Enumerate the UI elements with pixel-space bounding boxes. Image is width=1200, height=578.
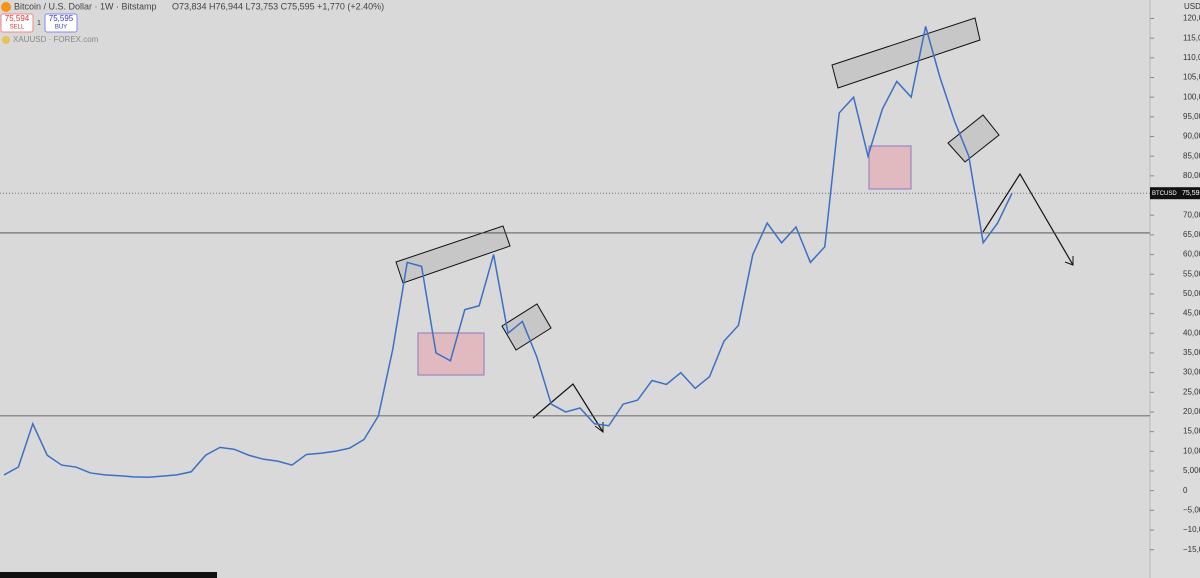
y-tick-label: 100,000: [1183, 92, 1200, 101]
spread: 1: [37, 20, 41, 27]
buy-button[interactable]: [44, 13, 78, 33]
buy-price: 75,595: [49, 14, 74, 23]
price-line: [3, 26, 1013, 479]
y-tick-label: 20,000: [1183, 407, 1200, 416]
y-tick-label: 90,000: [1183, 132, 1200, 141]
currency: USD: [1184, 2, 1200, 11]
y-tick-label: 120,000: [1183, 14, 1200, 23]
ohlc-values: O73,834 H76,944 L73,753 C75,595 +1,770 (…: [172, 1, 384, 11]
flag-box: [947, 114, 1000, 163]
price-tag: [1180, 187, 1200, 200]
projection-arrow: [982, 172, 1074, 266]
symbol-title[interactable]: Bitcoin / U.S. Dollar · 1W · Bitstamp: [14, 1, 157, 11]
y-tick-label: −15,000: [1183, 545, 1200, 554]
y-tick-label: 115,000: [1183, 33, 1200, 42]
sell-label: SELL: [10, 25, 25, 31]
y-tick-label: 5,000: [1183, 466, 1200, 475]
buy-label: BUY: [55, 25, 67, 31]
y-tick-label: −10,000: [1183, 525, 1200, 534]
y-tick-label: 70,000: [1183, 210, 1200, 219]
arrow-head: [1064, 256, 1074, 266]
y-tick-label: 30,000: [1183, 368, 1200, 377]
overlay-symbol[interactable]: XAUUSD · FOREX.com: [13, 35, 99, 44]
symbol-tag: [1150, 187, 1180, 200]
channel-box: [831, 17, 981, 89]
y-tick-label: 60,000: [1183, 250, 1200, 259]
y-tick-label: 45,000: [1183, 309, 1200, 318]
price-tag-label: 75,595: [1182, 190, 1200, 197]
projection-arrow: [532, 383, 604, 433]
y-tick-label: 0: [1183, 486, 1188, 495]
scrollbar[interactable]: [0, 572, 217, 578]
gold-icon: [2, 36, 10, 44]
y-tick-label: 40,000: [1183, 328, 1200, 337]
y-tick-label: 65,000: [1183, 230, 1200, 239]
btc-icon: [1, 2, 11, 12]
flag-box: [501, 303, 552, 351]
y-tick-label: 15,000: [1183, 427, 1200, 436]
y-tick-label: 10,000: [1183, 446, 1200, 455]
price-axis-bg: [1150, 0, 1200, 578]
zone-box: [417, 332, 485, 376]
y-tick-label: −5,000: [1183, 505, 1200, 514]
y-tick-label: 95,000: [1183, 112, 1200, 121]
y-tick-label: 110,000: [1183, 53, 1200, 62]
sell-price: 75,594: [5, 14, 30, 23]
zone-box: [868, 145, 912, 190]
y-tick-label: 105,000: [1183, 73, 1200, 82]
y-tick-label: 80,000: [1183, 171, 1200, 180]
y-tick-label: 85,000: [1183, 151, 1200, 160]
y-tick-label: 50,000: [1183, 289, 1200, 298]
channel-box: [395, 225, 511, 284]
y-tick-label: 25,000: [1183, 387, 1200, 396]
y-tick-label: 55,000: [1183, 269, 1200, 278]
y-tick-label: 35,000: [1183, 348, 1200, 357]
sell-button[interactable]: [0, 13, 34, 33]
symbol-tag-label: BTCUSD: [1152, 191, 1177, 197]
